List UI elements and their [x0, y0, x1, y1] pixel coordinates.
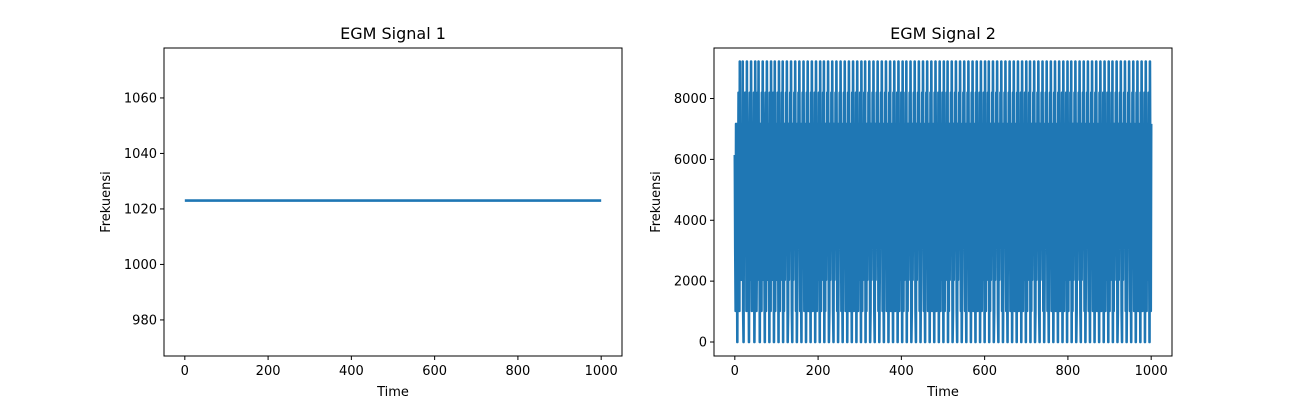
- chart-title: EGM Signal 2: [890, 24, 996, 43]
- y-tick-label: 980: [132, 313, 157, 328]
- x-tick-label: 0: [181, 364, 189, 379]
- y-tick-label: 2000: [674, 275, 707, 290]
- y-tick-label: 1020: [124, 202, 157, 217]
- chart-title: EGM Signal 1: [340, 24, 446, 43]
- x-tick-label: 1000: [585, 364, 618, 379]
- y-tick-label: 1040: [124, 147, 157, 162]
- axes-frame: [713, 47, 1173, 357]
- x-tick-label: 200: [806, 364, 831, 379]
- y-axis-label: Frekuensi: [649, 171, 664, 233]
- y-tick-label: 8000: [674, 92, 707, 107]
- x-tick-label: 800: [505, 364, 530, 379]
- chart-2: 0 200 400 600 800 1000 0 2000 4000 6000 8000 EGM Si…: [649, 24, 1173, 400]
- y-tick-label: 0: [699, 336, 707, 351]
- x-tick-label: 400: [339, 364, 364, 379]
- x-tick-label: 200: [256, 364, 281, 379]
- x-tick-label: 600: [972, 364, 997, 379]
- y-axis-label: Frekuensi: [99, 171, 114, 233]
- series-line-1: [733, 60, 1153, 344]
- x-tick-label: 1000: [1135, 364, 1168, 379]
- x-tick-label: 800: [1055, 364, 1080, 379]
- x-tick-label: 400: [889, 364, 914, 379]
- y-tick-label: 1060: [124, 91, 157, 106]
- y-tick-label: 1000: [124, 258, 157, 273]
- axes-frame: [163, 47, 623, 357]
- x-tick-label: 0: [731, 364, 739, 379]
- chart-1: 0 200 400 600 800 1000 980 1000 1020 1040 1060 EGM …: [99, 24, 623, 400]
- x-axis-label: Time: [926, 385, 959, 400]
- x-tick-label: 600: [422, 364, 447, 379]
- y-tick-label: 4000: [674, 214, 707, 229]
- x-axis-label: Time: [376, 385, 409, 400]
- y-tick-label: 6000: [674, 153, 707, 168]
